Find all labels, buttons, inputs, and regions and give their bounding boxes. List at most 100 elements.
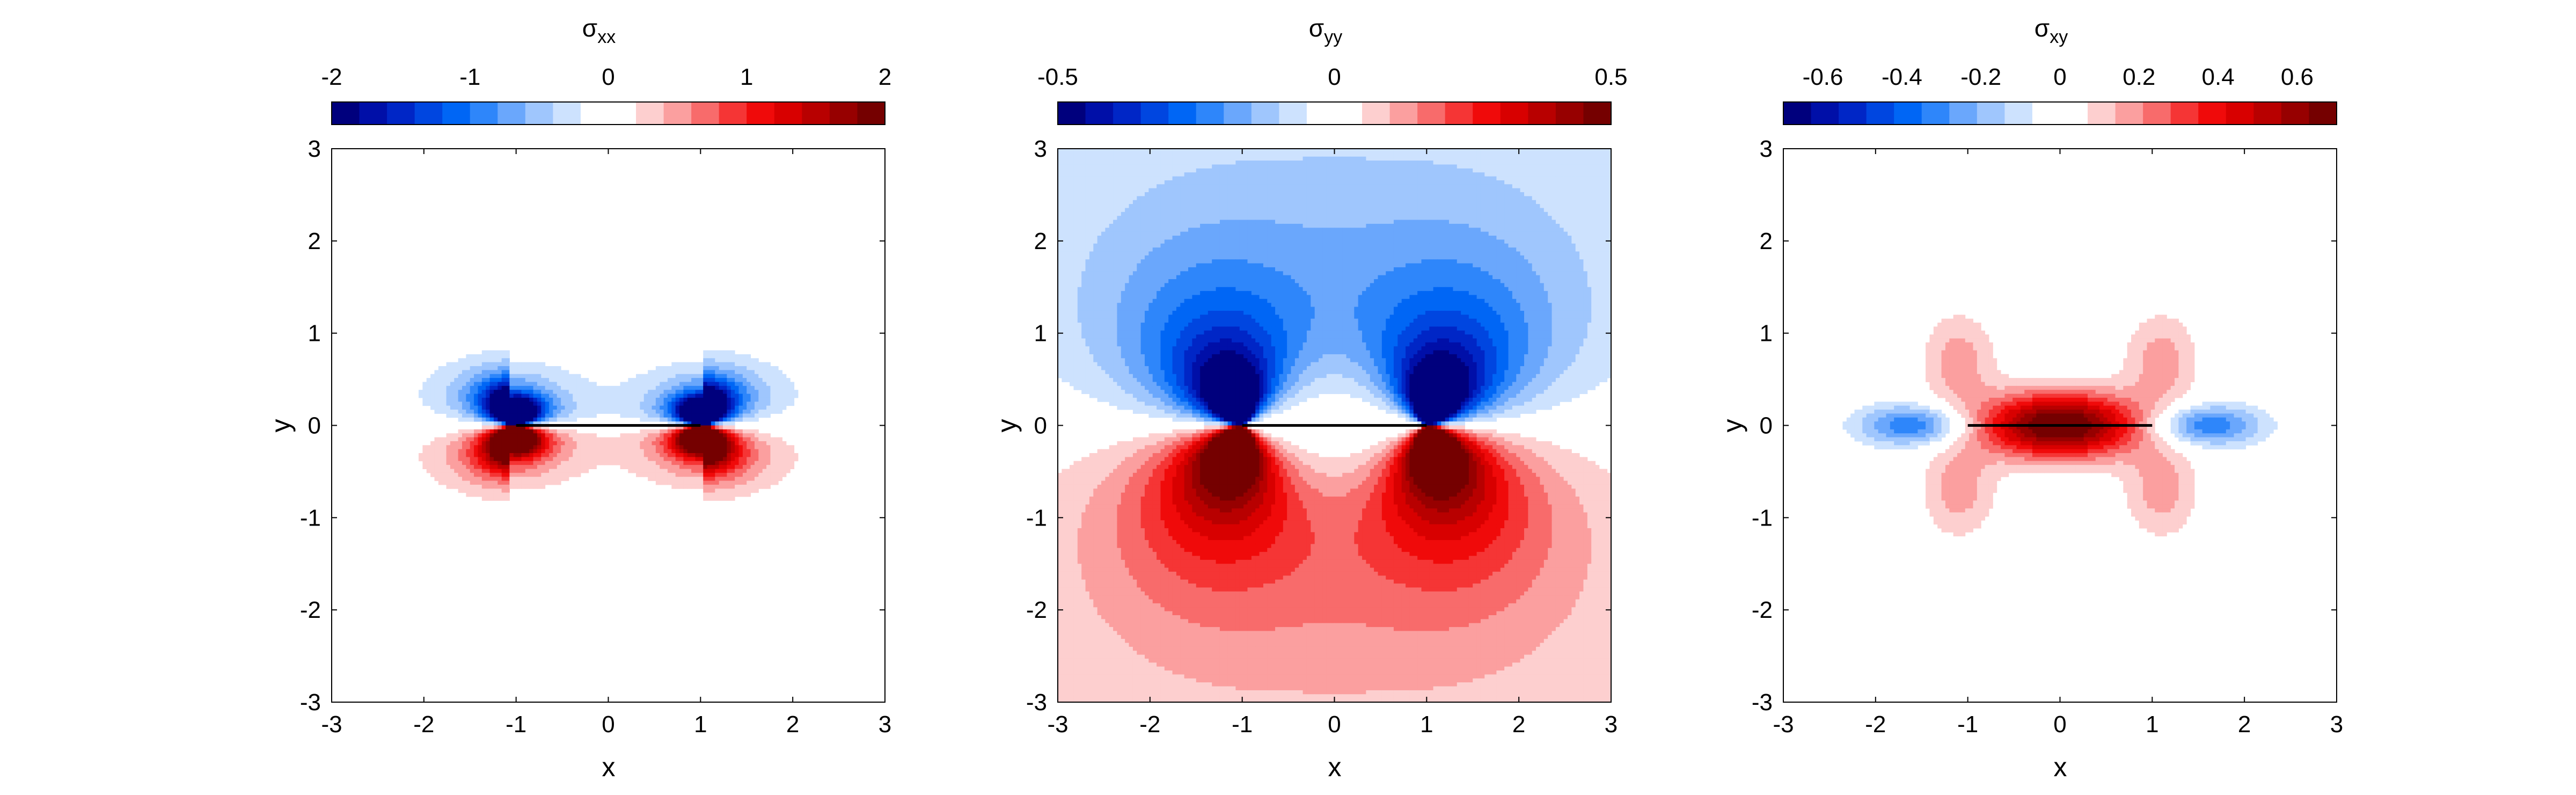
contour-cell: [1370, 196, 1374, 201]
contour-cell: [584, 469, 589, 473]
contour-cell: [1168, 176, 1173, 181]
contour-cell: [616, 397, 621, 402]
contour-cell: [1227, 200, 1232, 205]
contour-cell: [470, 477, 474, 482]
contour-cell: [742, 457, 747, 462]
contour-cell: [1172, 208, 1177, 213]
contour-cell: [747, 433, 751, 438]
contour-cell: [1409, 161, 1414, 165]
contour-cell: [568, 393, 573, 398]
contour-cell: [430, 393, 435, 398]
contour-cell: [493, 402, 498, 406]
contour-cell: [719, 465, 723, 469]
contour-cell: [584, 449, 589, 454]
contour-cell: [1468, 156, 1473, 161]
contour-cell: [497, 421, 502, 426]
contour-cell: [786, 390, 791, 395]
contour-cell: [778, 469, 783, 473]
contour-cell: [683, 484, 688, 489]
contour-cell: [663, 437, 668, 442]
contour-cell: [1504, 156, 1509, 161]
contour-cell: [782, 405, 787, 410]
contour-cell: [1579, 176, 1584, 181]
contour-cell: [774, 410, 779, 414]
contour-cell: [663, 457, 668, 462]
contour-cell: [1081, 184, 1086, 189]
contour-cell: [557, 417, 561, 422]
contour-cell: [604, 449, 609, 454]
contour-cell: [1461, 180, 1466, 185]
contour-cell: [1132, 188, 1137, 193]
contour-cell: [711, 433, 715, 438]
contour-cell: [1457, 188, 1461, 193]
contour-cell: [1389, 156, 1394, 161]
contour-cell: [1208, 196, 1212, 201]
contour-cell: [1413, 200, 1418, 205]
contour-cell: [481, 449, 486, 454]
contour-cell: [1374, 176, 1378, 181]
contour-cell: [1113, 204, 1117, 208]
contour-cell: [1105, 188, 1110, 193]
contour-cell: [1346, 176, 1351, 181]
contour-cell: [1314, 164, 1319, 169]
contour-cell: [1263, 188, 1268, 193]
contour-cell: [1243, 204, 1248, 208]
contour-cell: [1358, 204, 1363, 208]
contour-cell: [1255, 196, 1260, 201]
contour-cell: [679, 405, 684, 410]
contour-cell: [1232, 164, 1236, 169]
contour-cell: [478, 417, 482, 422]
contour-cell: [561, 382, 565, 386]
contour-cell: [1425, 172, 1430, 177]
contour-cell: [1235, 149, 1240, 153]
contour-cell: [434, 385, 439, 390]
contour-cell: [1227, 188, 1232, 193]
contour-cell: [1062, 204, 1066, 208]
contour-cell: [580, 402, 585, 406]
contour-cell: [1271, 204, 1276, 208]
contour-cell: [517, 465, 522, 469]
contour-cell: [1468, 196, 1473, 201]
contour-cell: [679, 374, 684, 378]
contour-cell: [1406, 164, 1410, 169]
contour-cell: [691, 429, 696, 434]
contour-cell: [1302, 161, 1307, 165]
contour-cell: [1322, 156, 1327, 161]
contour-cell: [604, 405, 609, 410]
contour-cell: [501, 492, 506, 497]
contour-cell: [458, 393, 463, 398]
contour-cell: [754, 393, 759, 398]
contour-cell: [458, 465, 463, 469]
contour-cell: [762, 405, 767, 410]
contour-cell: [486, 497, 491, 501]
contour-cell: [1137, 184, 1141, 189]
contour-cell: [549, 469, 553, 473]
contour-cell: [430, 472, 435, 477]
contour-cell: [1354, 172, 1359, 177]
contour-cell: [434, 390, 439, 395]
contour-cell: [1583, 172, 1588, 177]
contour-cell: [1200, 168, 1204, 173]
contour-cell: [541, 382, 546, 386]
contour-cell: [1279, 204, 1284, 208]
contour-cell: [1607, 184, 1611, 189]
contour-cell: [1354, 156, 1359, 161]
contour-cell: [715, 397, 720, 402]
contour-cell: [557, 393, 561, 398]
contour-cell: [1516, 192, 1521, 196]
contour-cell: [1070, 180, 1074, 185]
contour-cell: [782, 472, 787, 477]
contour-cell: [774, 457, 779, 462]
contour-cell: [1362, 176, 1366, 181]
contour-cell: [1129, 149, 1133, 153]
contour-cell: [1468, 172, 1473, 177]
contour-cell: [754, 402, 759, 406]
contour-cell: [1093, 208, 1098, 213]
contour-cell: [723, 465, 727, 469]
contour-cell: [506, 477, 510, 482]
contour-cell: [462, 410, 466, 414]
contour-cell: [1109, 208, 1114, 213]
contour-cell: [1200, 188, 1204, 193]
contour-cell: [1555, 184, 1560, 189]
contour-cell: [478, 362, 482, 367]
